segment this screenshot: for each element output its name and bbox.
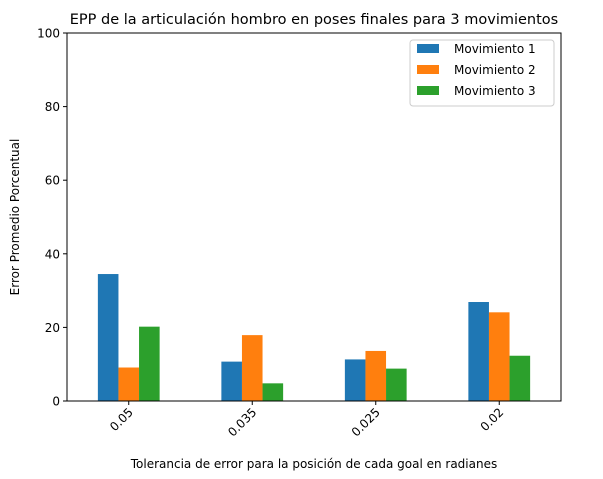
bar (139, 326, 160, 401)
legend-swatch (417, 44, 439, 53)
legend-frame (409, 39, 555, 107)
chart-title: EPP de la articulación hombro en poses f… (70, 12, 558, 28)
x-tick-label: 0.02 (478, 405, 507, 434)
legend-swatch (417, 86, 439, 95)
bars (97, 274, 531, 401)
y-axis: 0 20 40 60 80 100 (37, 27, 67, 409)
y-tick-label: 20 (45, 321, 60, 335)
bar (241, 335, 263, 401)
x-tick-label: 0.035 (225, 405, 259, 439)
bar (386, 368, 407, 401)
bar (221, 361, 242, 401)
y-tick-label: 40 (45, 247, 60, 261)
x-axis: 0.05 0.035 0.025 0.02 (107, 401, 506, 439)
y-tick-label: 60 (45, 174, 60, 188)
legend-swatch (417, 65, 439, 74)
y-tick-label: 80 (45, 100, 60, 114)
bar (509, 355, 531, 401)
legend-label: Movimiento 1 (454, 42, 536, 56)
x-tick-label: 0.025 (349, 405, 383, 439)
bar (488, 312, 510, 401)
bar (97, 274, 119, 401)
x-tick-label: 0.05 (107, 405, 136, 434)
bar (365, 350, 387, 401)
bar (118, 367, 140, 401)
bar (468, 302, 489, 401)
y-tick-label: 100 (37, 27, 60, 41)
bar (344, 359, 366, 401)
bar (262, 383, 284, 401)
legend: Movimiento 1 Movimiento 2 Movimiento 3 (409, 39, 555, 107)
legend-label: Movimiento 3 (454, 84, 536, 98)
plot-frame (66, 32, 562, 402)
y-axis-label: Error Promedio Porcentual (8, 139, 22, 296)
x-axis-label: Tolerancia de error para la posición de … (130, 457, 497, 471)
legend-label: Movimiento 2 (454, 63, 536, 77)
y-tick-label: 0 (52, 395, 60, 409)
